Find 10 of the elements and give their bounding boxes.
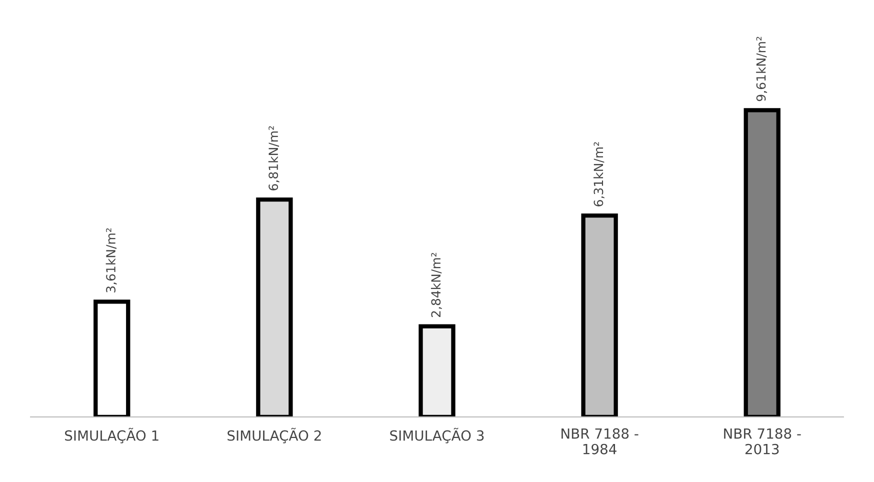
- x-tick-label: SIMULAÇÃO 2: [228, 428, 321, 444]
- x-tick-label: NBR 7188 - 1984: [562, 428, 638, 454]
- data-label: 6,81kN/m²: [268, 126, 280, 190]
- data-label: 3,61kN/m²: [106, 228, 117, 292]
- x-tick-label: SIMULAÇÃO 3: [390, 428, 484, 444]
- x-tick-label: SIMULAÇÃO 1: [65, 428, 158, 444]
- data-label: 9,61kN/m²: [756, 36, 768, 102]
- data-label: 6,31kN/m²: [594, 142, 604, 206]
- data-label: 2,84kN/m²: [430, 252, 442, 318]
- x-tick-label: NBR 7188 - 2013: [724, 428, 801, 454]
